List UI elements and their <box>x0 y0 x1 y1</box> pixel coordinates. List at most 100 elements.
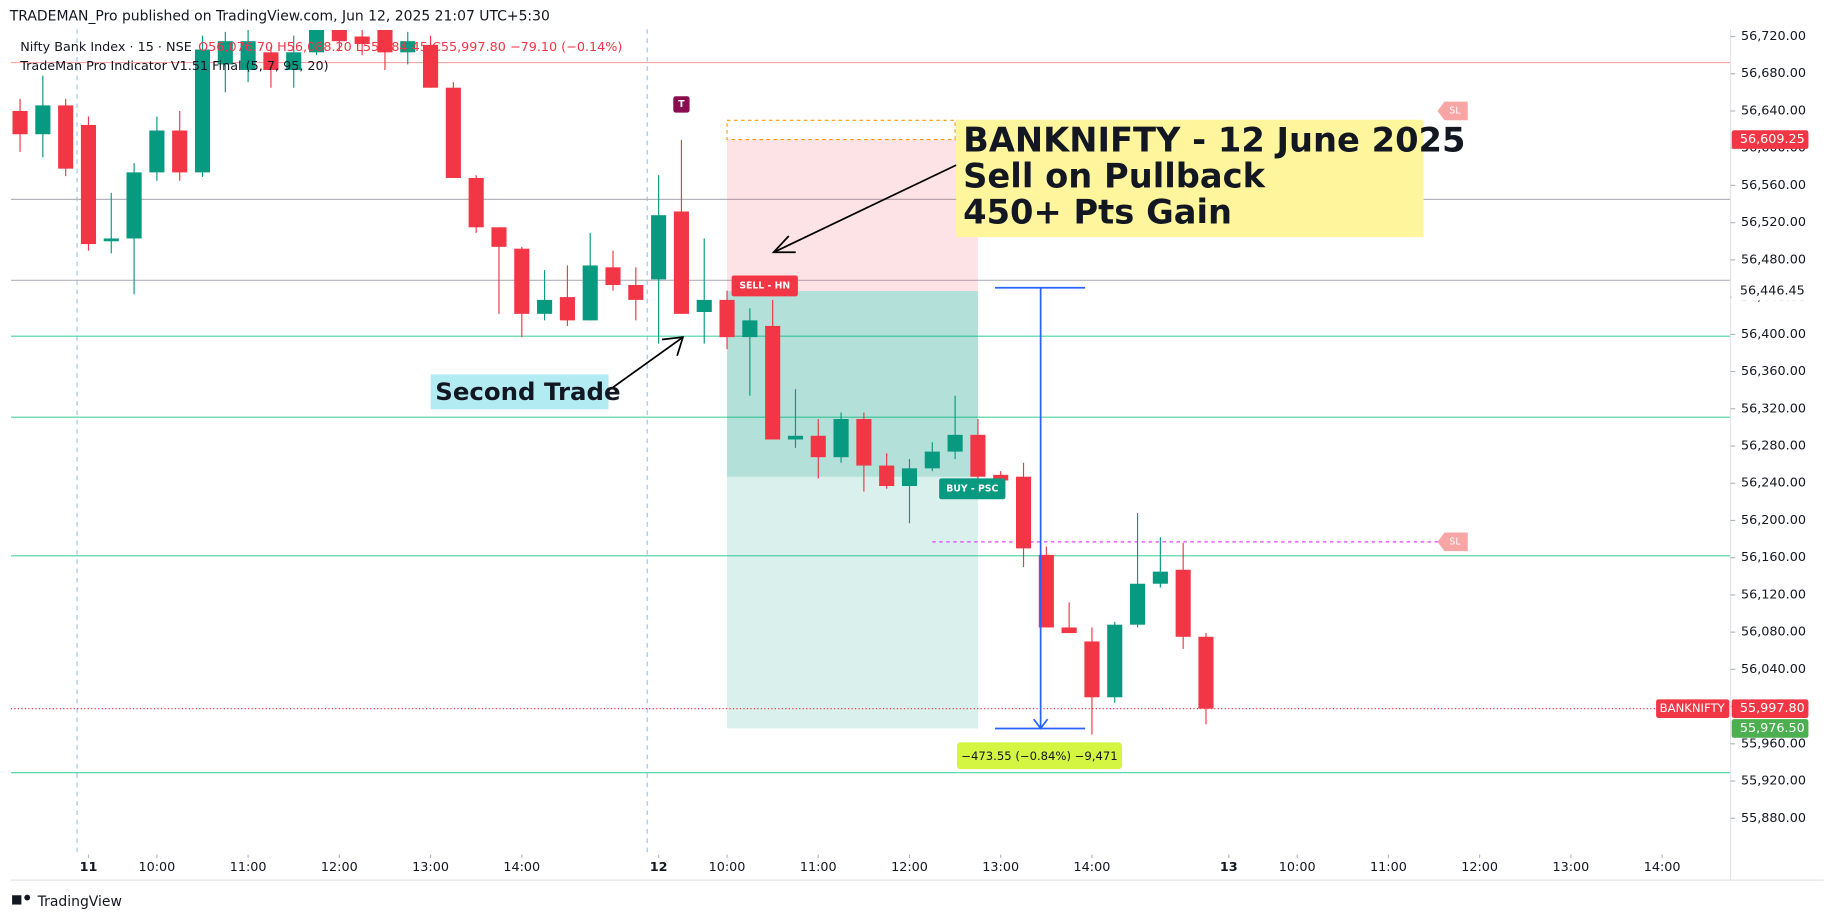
logo <box>24 894 31 901</box>
sl-tag <box>1437 101 1468 121</box>
candle-body <box>947 434 963 452</box>
candle-body <box>765 325 781 440</box>
candle-body <box>35 105 51 135</box>
candle-body <box>263 52 279 71</box>
y-tick-label: 56,480.00 <box>1741 252 1806 267</box>
candle-body <box>1198 636 1214 709</box>
sl-tag <box>1437 532 1468 552</box>
x-tick-label: 12 <box>650 860 668 875</box>
price-tag-label: 55,976.50 <box>1740 721 1805 736</box>
measure-head <box>1032 718 1049 730</box>
x-tick-label: 10:00 <box>709 860 746 875</box>
candle-body <box>1107 624 1123 698</box>
y-tick-label: 56,720.00 <box>1741 29 1806 44</box>
note-box <box>430 374 609 410</box>
y-tick-label: 55,880.00 <box>1741 811 1806 826</box>
price-tag-label: 56,446.45 <box>1740 284 1805 299</box>
candle-body <box>628 284 644 300</box>
stop-box <box>726 119 956 141</box>
candle-body <box>217 41 233 65</box>
candle-body <box>80 124 97 245</box>
x-tick-label: 11:00 <box>800 860 837 875</box>
arrow <box>773 164 957 254</box>
symbol-tag-label: BANKNIFTY <box>1660 701 1726 715</box>
candle-body <box>787 435 804 440</box>
candle-body <box>331 29 347 42</box>
note: Second Trade <box>435 377 620 406</box>
candle-body <box>605 267 621 285</box>
x-tick-label: 13:00 <box>982 860 1019 875</box>
candle-body <box>423 44 439 88</box>
candle-body <box>400 41 416 53</box>
candle-body <box>970 434 986 477</box>
candle-body <box>1152 571 1168 584</box>
candle-body <box>445 87 461 178</box>
candle-body <box>468 177 484 228</box>
symbol-tag <box>1656 699 1730 718</box>
x-tick-label: 14:00 <box>503 860 540 875</box>
header: TRADEMAN_Pro published on TradingView.co… <box>9 8 550 24</box>
note-box <box>956 119 1424 238</box>
y-tick-label: 56,160.00 <box>1741 550 1806 565</box>
x-tick-label: 11 <box>80 860 98 875</box>
candle-body <box>742 320 758 338</box>
x-tick-label: 14:00 <box>1074 860 1111 875</box>
signal-tag <box>731 275 798 297</box>
x-tick-label: 11:00 <box>230 860 267 875</box>
candle-body <box>833 419 849 458</box>
y-tick-label: 56,680.00 <box>1741 66 1806 81</box>
price-tag <box>1731 699 1809 718</box>
x-tick-label: 13:00 <box>412 860 449 875</box>
y-tick-label: 56,560.00 <box>1741 178 1806 193</box>
sl-label: SL <box>1449 105 1461 116</box>
x-tick-label: 11:00 <box>1370 860 1407 875</box>
candle-body <box>993 474 1009 481</box>
candle-body <box>879 465 895 487</box>
measure-label: −473.55 (−0.84%) −9,471 <box>961 749 1117 763</box>
x-tick-label: 13:00 <box>1552 860 1589 875</box>
candle-body <box>354 36 370 44</box>
candle-body <box>1175 569 1191 637</box>
y-tick-label: 56,080.00 <box>1741 625 1806 640</box>
candle-body <box>696 299 712 312</box>
candle-body <box>149 130 165 173</box>
symbol: Nifty Bank Index · 15 · NSE <box>20 40 192 55</box>
note-line: Sell on Pullback <box>963 156 1266 195</box>
y-tick-label: 56,280.00 <box>1741 439 1806 454</box>
signal-tag <box>939 478 1006 500</box>
note-line: 450+ Pts Gain <box>963 192 1232 231</box>
signal-label: BUY - PSC <box>946 483 998 494</box>
price-tag-label: 55,997.80 <box>1740 701 1805 716</box>
candle-body <box>651 215 667 280</box>
y-tick-label: 56,520.00 <box>1741 215 1806 230</box>
y-tick-label: 56,240.00 <box>1741 476 1806 491</box>
reached-zone <box>727 291 978 477</box>
candle-body <box>240 41 256 71</box>
footer: TradingView <box>37 894 122 910</box>
candle-body <box>194 49 211 173</box>
candle-body <box>924 451 940 469</box>
candle-body <box>491 227 507 247</box>
candle-body <box>537 299 553 314</box>
candle-body <box>377 29 393 53</box>
y-tick-label: 56,120.00 <box>1741 587 1806 602</box>
candle-body <box>103 238 119 242</box>
x-tick-label: 10:00 <box>138 860 175 875</box>
logo <box>12 895 22 905</box>
candle-body <box>308 29 325 53</box>
candle-body <box>856 419 872 466</box>
price-tag <box>1731 281 1809 301</box>
note-line: BANKNIFTY - 12 June 2025 <box>963 120 1465 159</box>
y-tick-label: 56,360.00 <box>1741 364 1806 379</box>
candle-body <box>810 435 826 458</box>
candle-body <box>12 110 28 135</box>
y-tick-label: 55,920.00 <box>1741 774 1806 789</box>
y-tick-label: 56,320.00 <box>1741 401 1806 416</box>
candle-body <box>719 299 735 338</box>
price-tag <box>1731 719 1809 738</box>
price-tag <box>1731 130 1809 149</box>
x-tick-label: 12:00 <box>321 860 358 875</box>
candle-body <box>673 211 689 314</box>
candle-body <box>1015 476 1032 549</box>
